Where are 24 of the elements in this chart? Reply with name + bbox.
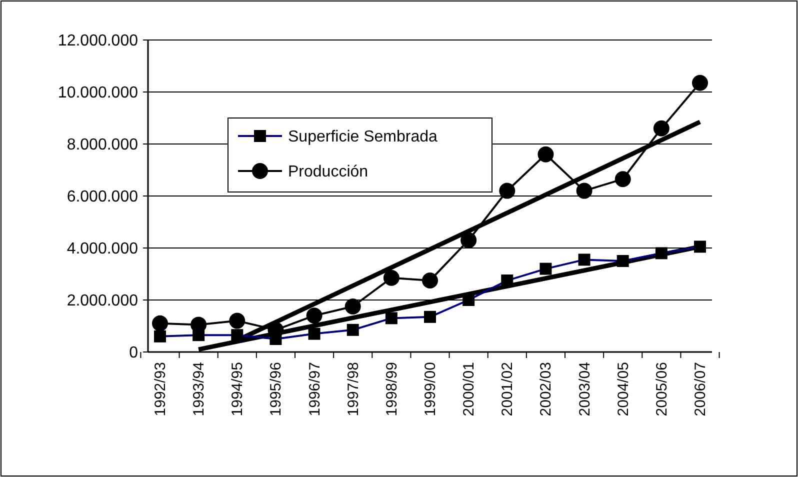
x-tick-label: 2004/05	[614, 362, 632, 416]
x-tick-label: 1997/98	[344, 362, 362, 416]
x-tick-label: 2001/02	[499, 362, 516, 416]
legend-label: Producción	[288, 164, 368, 181]
x-tick-label: 1993/94	[190, 362, 208, 416]
x-tick-label: 2002/03	[538, 362, 555, 416]
y-tick-label: 12.000.000	[58, 32, 138, 50]
x-tick-label: 1994/95	[229, 362, 246, 416]
y-tick-label: 2.000.000	[66, 292, 138, 310]
x-tick-label: 1999/00	[422, 362, 439, 416]
y-tick-label: 4.000.000	[66, 240, 138, 258]
y-tick-label: 0	[129, 344, 138, 362]
x-tick-label: 1998/99	[383, 362, 400, 416]
x-tick-label: 2006/07	[692, 362, 709, 416]
y-tick-label: 6.000.000	[66, 188, 138, 206]
x-tick-label: 1995/96	[268, 362, 285, 416]
x-tick-label: 2005/06	[653, 362, 670, 416]
x-tick-label: 1996/97	[306, 362, 324, 416]
x-tick-label: 2003/04	[576, 362, 594, 416]
x-tick-label: 2000/01	[460, 362, 478, 416]
legend-label: Superficie Sembrada	[288, 128, 438, 146]
x-tick-label: 1992/93	[152, 362, 169, 416]
y-tick-label: 10.000.000	[58, 84, 138, 102]
y-tick-label: 8.000.000	[66, 136, 138, 154]
